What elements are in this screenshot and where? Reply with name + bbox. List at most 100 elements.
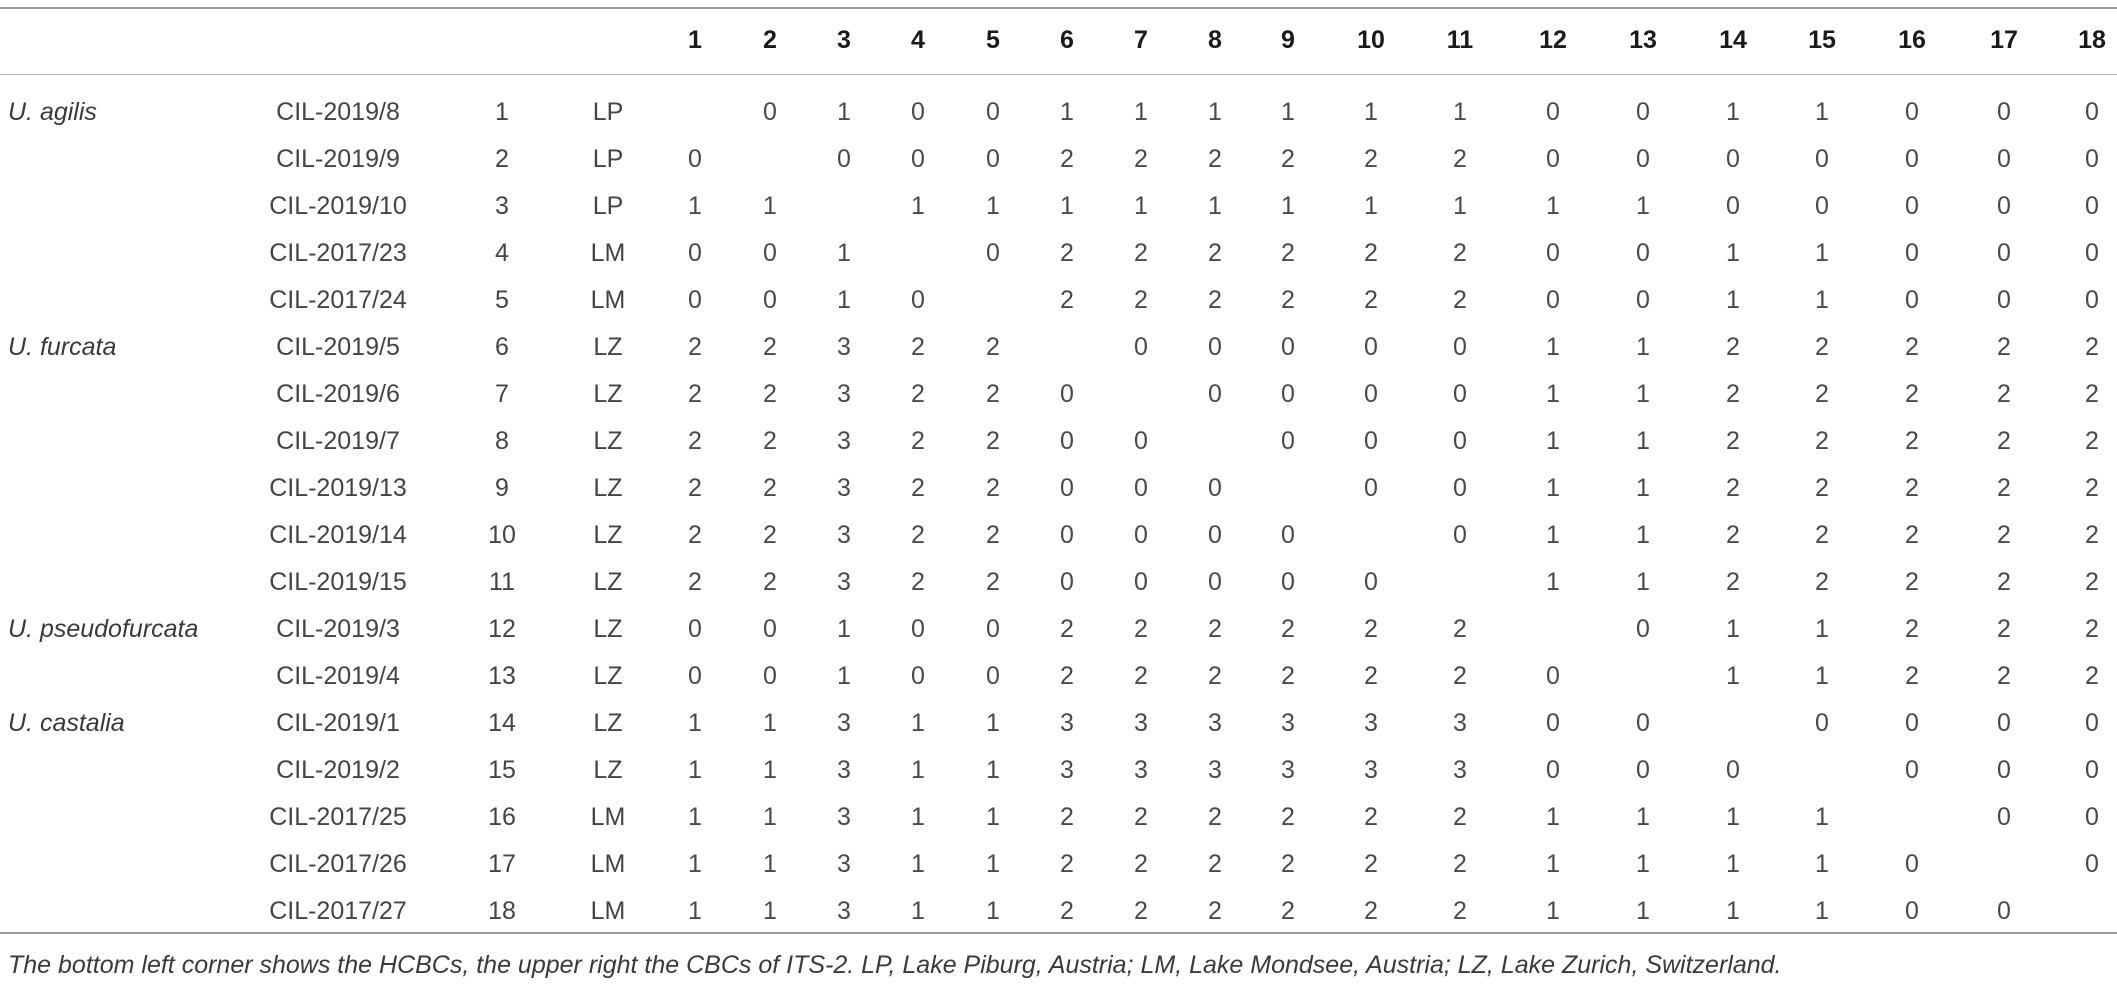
cbc-value: 1 [837, 662, 851, 690]
cbc-value: 2 [763, 521, 777, 549]
cbc-value: 1 [911, 850, 925, 878]
cbc-value: 0 [1364, 333, 1378, 361]
cbc-value: 3 [1364, 709, 1378, 737]
cbc-value: 1 [1546, 803, 1560, 831]
cbc-value: 0 [1815, 709, 1829, 737]
cbc-value: 2 [1281, 850, 1295, 878]
cbc-value: 1 [1546, 192, 1560, 220]
cbc-value: 0 [1453, 427, 1467, 455]
species-name: U. castalia [8, 709, 125, 737]
cbc-value: 0 [688, 662, 702, 690]
cbc-value: 0 [1636, 145, 1650, 173]
cbc-value: 2 [1060, 286, 1074, 314]
cbc-value: 1 [688, 850, 702, 878]
cbc-value: 0 [986, 615, 1000, 643]
table-header-row: 1 2 3 4 5 6 7 8 9 10 11 12 13 14 15 16 17 18 [0, 24, 2117, 60]
lake-code: LZ [593, 474, 623, 502]
cbc-value: 0 [1997, 98, 2011, 126]
cbc-value: 0 [1364, 568, 1378, 596]
table-row: CIL-2019/13 9 LZ 2 2 3 2 2 0 0 0 0 0 1 1 2 2 2 2 2 [0, 472, 2117, 508]
cbc-value: 2 [1905, 474, 1919, 502]
cbc-value: 2 [1364, 662, 1378, 690]
strain-id: CIL-2019/6 [276, 380, 400, 408]
cbc-value: 1 [1726, 662, 1740, 690]
cbc-value: 2 [1281, 897, 1295, 925]
cbc-value: 1 [1636, 897, 1650, 925]
cbc-value: 2 [986, 427, 1000, 455]
cbc-value: 2 [986, 380, 1000, 408]
cbc-value: 2 [1208, 145, 1222, 173]
row-index: 8 [495, 427, 509, 455]
table-row: CIL-2017/25 16 LM 1 1 3 1 1 2 2 2 2 2 2 1 1 1 1 0 0 [0, 801, 2117, 837]
cbc-value: 1 [1546, 568, 1560, 596]
cbc-value: 1 [1815, 803, 1829, 831]
cbc-value: 1 [986, 850, 1000, 878]
cbc-value: 2 [1453, 803, 1467, 831]
cbc-value: 2 [1060, 897, 1074, 925]
cbc-value: 2 [1364, 850, 1378, 878]
cbc-value: 0 [1453, 380, 1467, 408]
column-header: 3 [837, 26, 851, 54]
cbc-value: 0 [911, 615, 925, 643]
cbc-value: 2 [986, 474, 1000, 502]
cbc-value: 2 [1453, 662, 1467, 690]
row-index: 1 [495, 98, 509, 126]
strain-id: CIL-2019/15 [269, 568, 407, 596]
column-header: 17 [1990, 26, 2018, 54]
column-header: 16 [1898, 26, 1926, 54]
row-index: 7 [495, 380, 509, 408]
strain-id: CIL-2019/14 [269, 521, 407, 549]
cbc-value: 0 [986, 145, 1000, 173]
lake-code: LM [590, 897, 626, 925]
cbc-value: 0 [1453, 333, 1467, 361]
cbc-value: 2 [688, 568, 702, 596]
cbc-value: 2 [1726, 568, 1740, 596]
cbc-value: 0 [1997, 145, 2011, 173]
cbc-value: 0 [1546, 98, 1560, 126]
cbc-value: 0 [1208, 333, 1222, 361]
strain-id: CIL-2017/23 [269, 239, 407, 267]
cbc-value: 2 [1997, 427, 2011, 455]
cbc-value: 0 [1905, 850, 1919, 878]
cbc-value: 1 [1726, 286, 1740, 314]
cbc-value: 1 [1726, 239, 1740, 267]
table-row: U. pseudofurcata CIL-2019/3 12 LZ 0 0 1 0 0 2 2 2 2 2… [0, 613, 2117, 649]
cbc-value: 0 [1546, 145, 1560, 173]
cbc-value: 2 [1060, 615, 1074, 643]
cbc-value: 0 [1636, 709, 1650, 737]
cbc-value: 2 [911, 427, 925, 455]
cbc-value: 3 [837, 709, 851, 737]
cbc-value: 2 [1364, 145, 1378, 173]
table-row: U. castalia CIL-2019/1 14 LZ 1 1 3 1 1 3 3 3 3 3 3 0 0 0 0… [0, 707, 2117, 743]
cbc-value: 2 [688, 427, 702, 455]
cbc-value: 1 [986, 897, 1000, 925]
cbc-value: 0 [1997, 286, 2011, 314]
cbc-value: 2 [1208, 239, 1222, 267]
cbc-value: 0 [1060, 380, 1074, 408]
strain-id: CIL-2017/25 [269, 803, 407, 831]
cbc-value: 1 [688, 803, 702, 831]
cbc-value: 2 [1134, 850, 1148, 878]
row-index: 13 [488, 662, 516, 690]
table-row: CIL-2019/10 3 LP 1 1 1 1 1 1 1 1 1 1 1 1 0 0 0 0 0 [0, 190, 2117, 226]
cbc-value: 0 [1815, 145, 1829, 173]
cbc-value: 1 [986, 192, 1000, 220]
cbc-value: 1 [1134, 98, 1148, 126]
cbc-value: 2 [1060, 803, 1074, 831]
lake-code: LM [590, 239, 626, 267]
cbc-value: 2 [688, 333, 702, 361]
lake-code: LZ [593, 662, 623, 690]
cbc-value: 1 [688, 756, 702, 784]
cbc-value: 2 [1905, 333, 1919, 361]
cbc-value: 1 [1364, 98, 1378, 126]
cbc-value: 1 [837, 286, 851, 314]
cbc-value: 0 [1453, 521, 1467, 549]
column-header: 1 [688, 26, 702, 54]
cbc-value: 2 [911, 521, 925, 549]
cbc-value: 2 [1905, 427, 1919, 455]
cbc-value: 1 [837, 98, 851, 126]
cbc-value: 1 [1636, 474, 1650, 502]
cbc-value: 2 [1208, 286, 1222, 314]
cbc-value: 1 [1636, 333, 1650, 361]
cbc-value: 2 [1134, 239, 1148, 267]
